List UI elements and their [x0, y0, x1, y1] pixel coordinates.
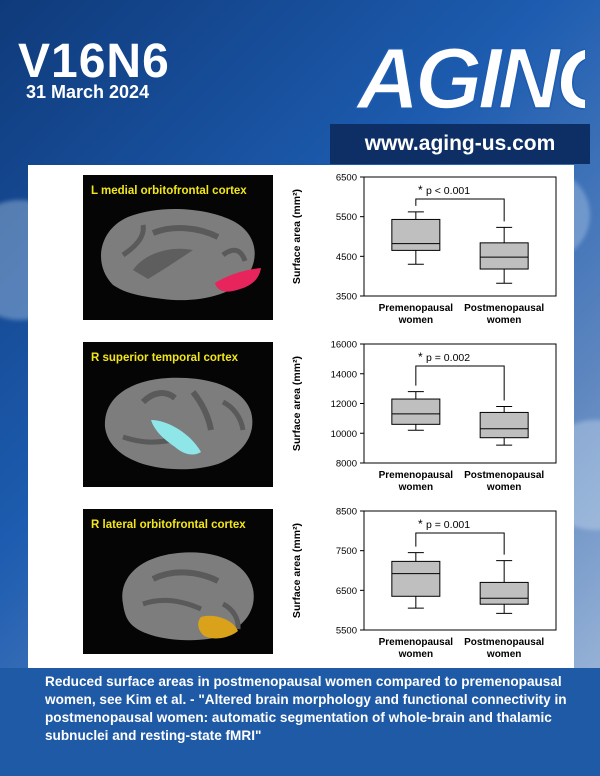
cover-header: V16N6 31 March 2024 AGING www.aging-us.c… [0, 0, 600, 165]
p-value-label: p = 0.002 [426, 352, 470, 364]
significance-star: * [418, 517, 423, 531]
box [479, 411, 529, 439]
region-label: L medial orbitofrontal cortex [91, 185, 247, 197]
journal-logo-text: AGING [355, 31, 585, 120]
y-tick-label: 8500 [336, 507, 357, 518]
significance-bracket [415, 365, 505, 401]
journal-logo: AGING [355, 30, 585, 120]
category-label: women [398, 649, 433, 660]
brain-image-2: R superior temporal cortex [83, 342, 273, 487]
issue-date: 31 March 2024 [26, 82, 150, 102]
y-tick-label: 6500 [336, 173, 357, 184]
boxplot-chart-1: Surface area (mm²) 3500 4500 5500 6500 Premen… [291, 173, 557, 326]
y-tick-label: 16000 [331, 340, 357, 351]
category-label: women [486, 649, 521, 660]
y-tick-label: 5500 [336, 626, 357, 637]
category-label: Postmenopausal [464, 470, 544, 481]
journal-website-link[interactable]: www.aging-us.com [330, 124, 590, 164]
significance-star: * [418, 183, 423, 197]
box [479, 242, 529, 270]
significance-bracket [415, 198, 505, 222]
volume-number: V16N6 [18, 35, 170, 88]
category-label: Premenopausal [379, 303, 454, 314]
region-label: R superior temporal cortex [91, 352, 238, 364]
y-tick-label: 7500 [336, 546, 357, 557]
category-label: Postmenopausal [464, 637, 544, 648]
boxplot-chart-3: Surface area (mm²) 5500 6500 7500 8500 Premen… [291, 507, 557, 660]
y-tick-label: 6500 [336, 586, 357, 597]
category-label: Premenopausal [379, 637, 454, 648]
category-label: women [486, 482, 521, 493]
box [391, 218, 441, 251]
y-tick-label: 3500 [336, 292, 357, 303]
y-tick-label: 12000 [331, 399, 357, 410]
category-label: Premenopausal [379, 470, 454, 481]
y-tick-label: 14000 [331, 369, 357, 380]
brain-medial-view-illustration [101, 209, 261, 301]
y-tick-label: 10000 [331, 429, 357, 440]
y-tick-label: 5500 [336, 212, 357, 223]
brain-image-1: L medial orbitofrontal cortex [83, 175, 273, 320]
box [479, 581, 529, 605]
category-label: women [398, 315, 433, 326]
brain-ventral-view-illustration [122, 552, 254, 641]
cover-caption: Reduced surface areas in postmenopausal … [45, 674, 567, 743]
significance-bracket [415, 532, 505, 555]
y-tick-label: 8000 [336, 459, 357, 470]
box [391, 398, 441, 425]
plot-frame [363, 176, 557, 297]
y-tick-label: 4500 [336, 252, 357, 263]
category-label: Postmenopausal [464, 303, 544, 314]
category-label: women [398, 482, 433, 493]
y-axis-label: Surface area (mm²) [291, 356, 303, 451]
brain-lateral-view-illustration [104, 377, 253, 470]
significance-star: * [418, 350, 423, 364]
plot-frame [363, 510, 557, 631]
brain-image-3: R lateral orbitofrontal cortex [83, 509, 273, 654]
y-axis-label: Surface area (mm²) [291, 523, 303, 618]
p-value-label: p = 0.001 [426, 519, 470, 531]
boxplot-chart-2: Surface area (mm²) 8000 10000 12000 14000 160… [291, 340, 557, 493]
p-value-label: p < 0.001 [426, 185, 470, 197]
box [391, 560, 441, 597]
y-axis-label: Surface area (mm²) [291, 189, 303, 284]
region-label: R lateral orbitofrontal cortex [91, 519, 246, 531]
caption-band [0, 668, 600, 776]
category-label: women [486, 315, 521, 326]
figure-panel: L medial orbitofrontal cortex R superior… [28, 165, 574, 668]
